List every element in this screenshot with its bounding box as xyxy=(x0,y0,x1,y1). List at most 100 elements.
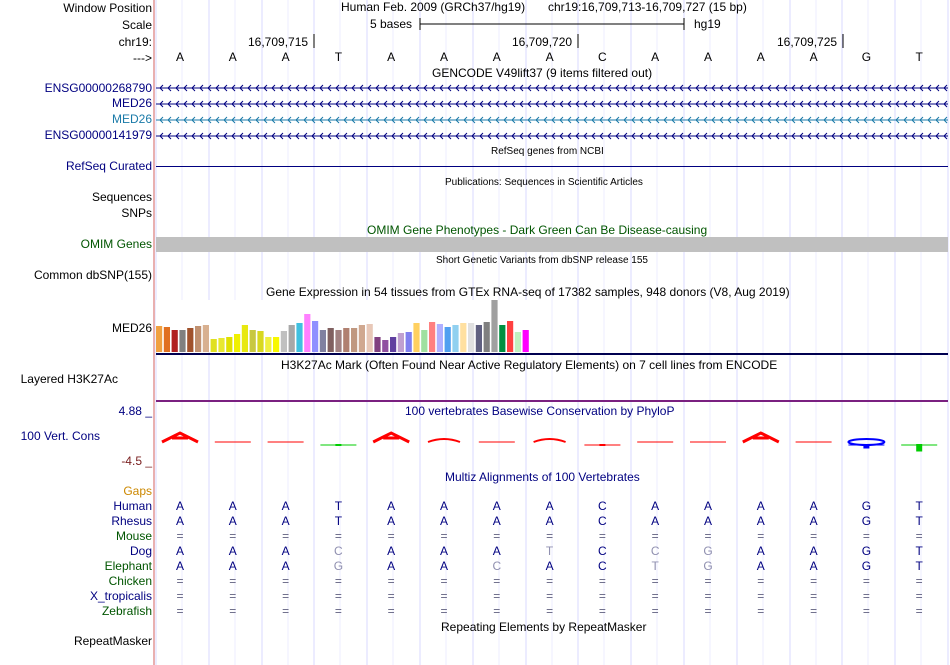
h3k27ac-line[interactable] xyxy=(156,400,948,402)
dna-base: T xyxy=(915,50,923,64)
alignment-base: A xyxy=(809,559,818,573)
gtex-bar xyxy=(273,337,280,352)
cons-track-label[interactable]: 100 Vert. Cons xyxy=(20,429,100,443)
species-label[interactable]: Chicken xyxy=(108,574,152,588)
gtex-bar xyxy=(483,322,490,352)
alignment-base: = xyxy=(282,589,290,603)
gtex-bar xyxy=(382,340,389,352)
omim-bar[interactable] xyxy=(156,237,948,252)
species-label[interactable]: X_tropicalis xyxy=(89,589,152,603)
phylop-mark xyxy=(847,438,886,449)
cons-min-label: -4.5 _ xyxy=(121,454,152,468)
sequences-label[interactable]: Sequences xyxy=(91,190,152,204)
assembly-title: Human Feb. 2009 (GRCh37/hg19) xyxy=(341,0,526,14)
alignment-base: = xyxy=(546,529,554,543)
strand-arrow-label: ---> xyxy=(133,51,152,65)
refseq-line[interactable] xyxy=(156,166,948,167)
phylop-mark xyxy=(901,444,938,452)
gtex-bar xyxy=(280,331,287,352)
alignment-base: A xyxy=(651,514,660,528)
species-label[interactable]: Zebrafish xyxy=(101,604,152,618)
refseq-curated-label[interactable]: RefSeq Curated xyxy=(65,159,152,173)
alignment-base: A xyxy=(439,499,448,513)
snps-label[interactable]: SNPs xyxy=(121,206,152,220)
alignment-base: = xyxy=(546,574,554,588)
gtex-bar xyxy=(491,300,498,352)
gene-track-lines[interactable] xyxy=(0,80,950,140)
alignment-base: = xyxy=(598,589,606,603)
alignment-base: = xyxy=(282,574,290,588)
gtex-bar xyxy=(452,325,459,352)
gtex-bar xyxy=(187,328,194,352)
alignment-base: = xyxy=(651,529,659,543)
species-label[interactable]: Rhesus xyxy=(111,514,152,528)
gene-line xyxy=(156,84,948,92)
alignment-base: A xyxy=(756,499,765,513)
alignment-base: = xyxy=(440,604,448,618)
common-dbsnp-label[interactable]: Common dbSNP(155) xyxy=(33,268,152,282)
repeatmasker-label[interactable]: RepeatMasker xyxy=(73,634,152,648)
phylop-mark xyxy=(742,431,780,444)
gtex-bar xyxy=(358,325,365,352)
alignment-base: = xyxy=(915,574,923,588)
species-label[interactable]: Mouse xyxy=(115,529,152,543)
alignment-base: A xyxy=(387,499,396,513)
gtex-med26-label[interactable]: MED26 xyxy=(111,321,152,335)
alignment-base: = xyxy=(598,604,606,618)
alignment-base: G xyxy=(703,559,713,573)
alignment-base: C xyxy=(598,544,607,558)
species-label[interactable]: Dog xyxy=(129,544,152,558)
gencode-title: GENCODE V49lift37 (9 items filtered out) xyxy=(432,66,653,80)
species-label[interactable]: Human xyxy=(113,499,152,513)
phylop-mark xyxy=(584,444,621,446)
phylop-mark xyxy=(161,431,199,444)
gtex-bar xyxy=(507,321,514,352)
dbsnp-title: Short Genetic Variants from dbSNP releas… xyxy=(436,255,648,266)
phylop-mark xyxy=(372,431,410,444)
alignment-base: A xyxy=(703,499,712,513)
gtex-bar xyxy=(179,330,186,352)
gtex-bar-chart[interactable] xyxy=(156,298,556,354)
alignment-base: A xyxy=(387,544,396,558)
h3k27ac-title: H3K27Ac Mark (Often Found Near Active Re… xyxy=(281,358,778,372)
gene-label-med26-b[interactable]: MED26 xyxy=(111,112,152,126)
gene-label-ensg141979[interactable]: ENSG00000141979 xyxy=(44,128,152,142)
alignment-base: A xyxy=(756,559,765,573)
species-label[interactable]: Elephant xyxy=(104,559,152,573)
alignment-base: A xyxy=(439,559,448,573)
gtex-bar xyxy=(405,332,412,352)
alignment-base: A xyxy=(492,514,501,528)
alignment-base: = xyxy=(598,529,606,543)
gtex-bar xyxy=(413,323,420,352)
alignment-base: = xyxy=(862,589,870,603)
gene-line xyxy=(156,100,948,108)
alignment-base: = xyxy=(229,604,237,618)
gtex-title: Gene Expression in 54 tissues from GTEx … xyxy=(266,285,790,299)
gtex-bar xyxy=(366,324,373,352)
alignment-base: = xyxy=(334,604,342,618)
alignment-base: C xyxy=(598,499,607,513)
alignment-base: = xyxy=(440,589,448,603)
alignment-base: A xyxy=(545,559,554,573)
phylop-mark xyxy=(320,444,357,446)
gaps-label: Gaps xyxy=(123,484,152,498)
gtex-bar xyxy=(335,330,342,352)
alignment-base: T xyxy=(915,499,923,513)
alignment-base: A xyxy=(281,514,290,528)
phylop-track[interactable] xyxy=(150,428,950,458)
omim-genes-label[interactable]: OMIM Genes xyxy=(80,237,152,251)
layered-h3k27ac-label[interactable]: Layered H3K27Ac xyxy=(20,372,118,386)
alignment-base: = xyxy=(176,574,184,588)
alignment-base: = xyxy=(229,574,237,588)
alignment-base: A xyxy=(175,544,184,558)
gtex-bar xyxy=(296,323,303,352)
dna-base: C xyxy=(598,50,607,64)
scale-bases-text: 5 bases xyxy=(370,17,413,31)
alignment-base: = xyxy=(176,589,184,603)
alignment-base: A xyxy=(175,559,184,573)
gene-label-med26-a[interactable]: MED26 xyxy=(111,96,152,110)
alignment-base: A xyxy=(228,544,237,558)
alignment-base: A xyxy=(756,514,765,528)
gtex-bar xyxy=(444,327,451,352)
gene-label-ensg268790[interactable]: ENSG00000268790 xyxy=(44,81,152,95)
